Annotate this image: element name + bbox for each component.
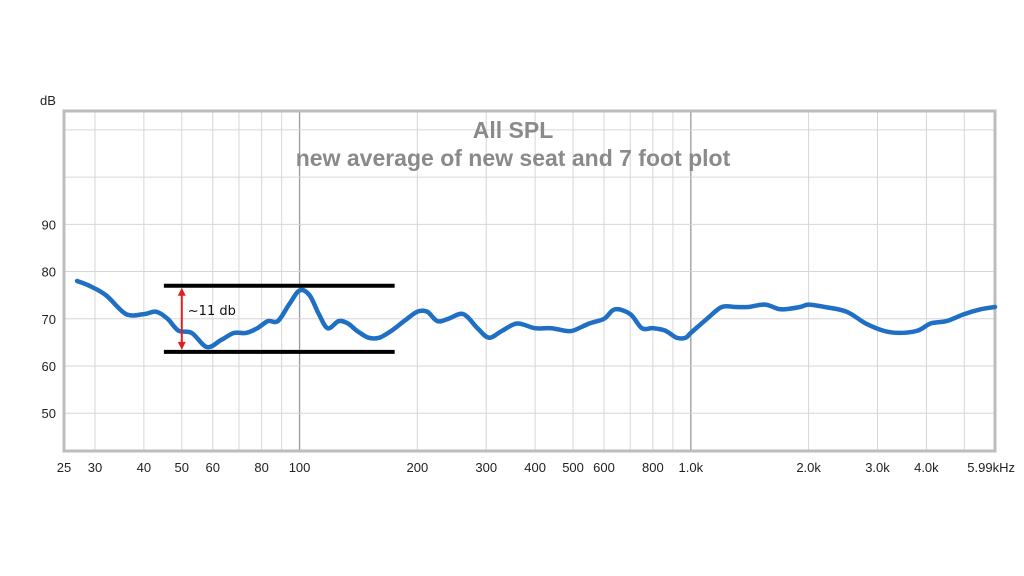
chart-title: All SPL	[473, 117, 554, 143]
y-tick-label: 50	[42, 406, 56, 421]
x-tick-label: 3.0k	[865, 460, 890, 475]
x-tick-label: 200	[406, 460, 428, 475]
grid-lines	[64, 111, 995, 451]
x-tick-label: 600	[593, 460, 615, 475]
plot-frame	[62, 109, 997, 453]
y-tick-label: 90	[42, 217, 56, 232]
y-tick-labels: 50 60 70 80 90	[42, 217, 56, 421]
x-tick-label: 800	[642, 460, 664, 475]
x-tick-label: 1.0k	[679, 460, 704, 475]
x-tick-labels: 25 30 40 50 60 80 100 200 300 400 500 600 800 1.0k 2.0…	[57, 460, 1015, 475]
range-arrow-up-head	[177, 287, 186, 296]
y-tick-label: 70	[42, 312, 56, 327]
x-tick-label: 25	[57, 460, 71, 475]
series-layer	[74, 278, 998, 350]
x-tick-label: 500	[562, 460, 584, 475]
x-tick-label: 4.0k	[914, 460, 939, 475]
x-tick-label: 80	[254, 460, 268, 475]
x-tick-label: 400	[524, 460, 546, 475]
x-tick-label: 40	[137, 460, 151, 475]
range-arrow-down-head	[177, 341, 186, 350]
x-tick-label: 2.0k	[796, 460, 821, 475]
spl-series-line	[74, 278, 998, 350]
y-tick-label: 80	[42, 265, 56, 280]
y-tick-label: 60	[42, 359, 56, 374]
x-tick-label: 300	[475, 460, 497, 475]
annotation-layer: ~11 db	[163, 283, 395, 354]
range-label: ~11 db	[188, 304, 236, 319]
y-axis-label: dB	[40, 93, 56, 108]
x-tick-label: 50	[175, 460, 189, 475]
x-tick-label: 5.99kHz	[967, 460, 1015, 475]
x-tick-label: 100	[289, 460, 311, 475]
chart-subtitle: new average of new seat and 7 foot plot	[296, 145, 731, 171]
x-tick-label: 30	[88, 460, 102, 475]
x-tick-label: 60	[206, 460, 220, 475]
